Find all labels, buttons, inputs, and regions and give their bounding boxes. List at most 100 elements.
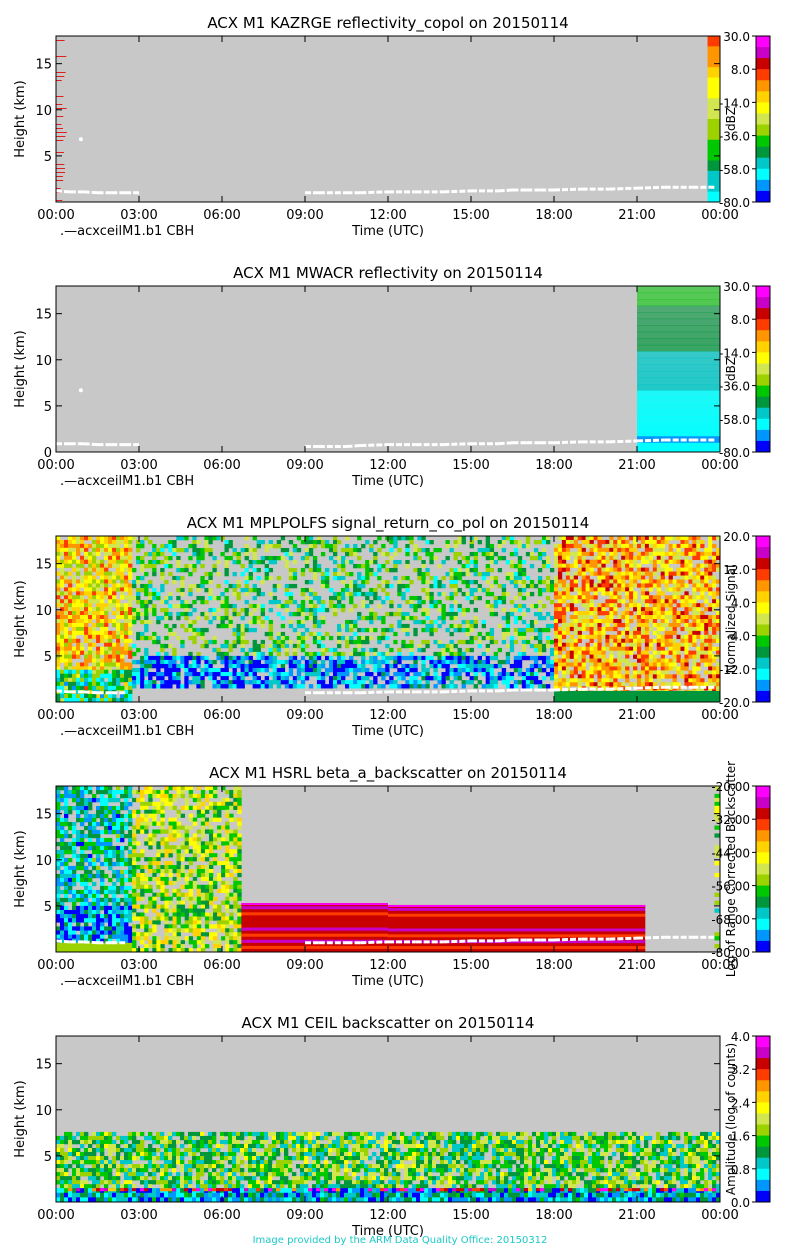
- data-speckle: [56, 132, 67, 133]
- data-speckle: [589, 559, 594, 564]
- data-speckle: [60, 638, 65, 644]
- data-speckle: [521, 635, 527, 641]
- data-speckle: [633, 563, 638, 568]
- data-speckle: [601, 682, 606, 687]
- data-speckle: [180, 567, 185, 573]
- data-speckle: [84, 575, 89, 580]
- data-speckle: [96, 615, 101, 620]
- data-speckle: [501, 599, 507, 605]
- data-speckle: [168, 672, 173, 677]
- data-speckle: [276, 583, 282, 589]
- data-speckle: [244, 623, 249, 629]
- data-speckle: [573, 536, 579, 541]
- data-speckle: [184, 599, 189, 605]
- colorbar-swatch: [756, 668, 770, 681]
- data-speckle: [132, 595, 137, 601]
- data-speckle: [328, 547, 334, 553]
- data-speckle: [433, 672, 438, 677]
- data-speckle: [96, 654, 101, 659]
- data-speckle: [469, 647, 474, 653]
- data-speckle: [320, 647, 326, 653]
- data-speckle: [537, 684, 543, 689]
- data-speckle: [56, 40, 65, 41]
- data-speckle: [601, 603, 606, 608]
- data-speckle: [260, 643, 265, 649]
- data-speckle: [605, 670, 610, 675]
- data-speckle: [629, 650, 634, 655]
- data-speckle: [461, 639, 466, 645]
- data-speckle: [84, 543, 89, 549]
- data-speckle: [573, 543, 579, 549]
- data-speckle: [124, 646, 129, 651]
- data-speckle: [136, 559, 141, 565]
- data-speckle: [565, 607, 571, 612]
- data-speckle: [361, 651, 366, 657]
- data-speckle: [56, 833, 61, 839]
- data-speckle: [316, 631, 322, 637]
- data-speckle: [76, 833, 81, 839]
- data-speckle: [304, 559, 310, 565]
- data-speckle: [236, 659, 241, 665]
- data-band: [707, 119, 720, 130]
- data-speckle: [268, 663, 274, 669]
- data-speckle: [465, 663, 470, 669]
- data-speckle: [672, 678, 677, 683]
- data-speckle: [688, 579, 693, 584]
- data-speckle: [397, 611, 402, 617]
- data-speckle: [96, 869, 101, 875]
- data-speckle: [597, 587, 602, 592]
- data-speckle: [328, 676, 334, 681]
- data-speckle: [652, 611, 658, 616]
- data-speckle: [585, 539, 590, 545]
- data-speckle: [405, 684, 410, 689]
- data-speckle: [637, 622, 642, 628]
- data-speckle: [292, 684, 298, 689]
- data-speckle: [192, 680, 197, 685]
- data-speckle: [316, 680, 322, 685]
- data-speckle: [144, 607, 149, 613]
- data-speckle: [345, 643, 350, 649]
- data-speckle: [96, 607, 101, 612]
- data-speckle: [276, 651, 282, 657]
- data-speckle: [196, 595, 201, 601]
- data-speckle: [505, 611, 511, 617]
- data-speckle: [316, 595, 322, 601]
- data-speckle: [240, 631, 245, 637]
- data-speckle: [497, 583, 503, 589]
- data-speckle: [212, 567, 217, 573]
- data-speckle: [457, 655, 462, 661]
- data-speckle: [180, 611, 185, 617]
- data-speckle: [164, 559, 169, 565]
- data-speckle: [405, 611, 410, 617]
- data-speckle: [660, 634, 665, 640]
- data-speckle: [200, 676, 205, 681]
- data-speckle: [64, 897, 69, 903]
- data-speckle: [308, 547, 314, 553]
- data-speckle: [621, 551, 626, 557]
- data-speckle: [296, 611, 302, 617]
- data-speckle: [692, 555, 697, 561]
- data-speckle: [60, 797, 65, 803]
- data-speckle: [200, 655, 205, 661]
- data-speckle: [345, 536, 350, 541]
- data-speckle: [152, 587, 157, 593]
- data-speckle: [597, 674, 602, 679]
- data-speckle: [312, 611, 318, 617]
- data-speckle: [108, 849, 113, 855]
- data-band: [637, 403, 720, 411]
- data-speckle: [696, 678, 701, 683]
- data-speckle: [712, 682, 717, 687]
- data-speckle: [328, 663, 334, 669]
- data-speckle: [292, 655, 298, 661]
- data-speckle: [200, 547, 205, 553]
- data-speckle: [625, 615, 630, 620]
- data-speckle: [208, 536, 213, 541]
- data-speckle: [660, 539, 665, 545]
- data-speckle: [589, 607, 594, 612]
- data-speckle: [537, 591, 543, 597]
- data-speckle: [696, 607, 701, 612]
- data-speckle: [80, 681, 85, 687]
- data-speckle: [401, 672, 406, 677]
- data-speckle: [457, 659, 462, 665]
- data-speckle: [557, 543, 563, 549]
